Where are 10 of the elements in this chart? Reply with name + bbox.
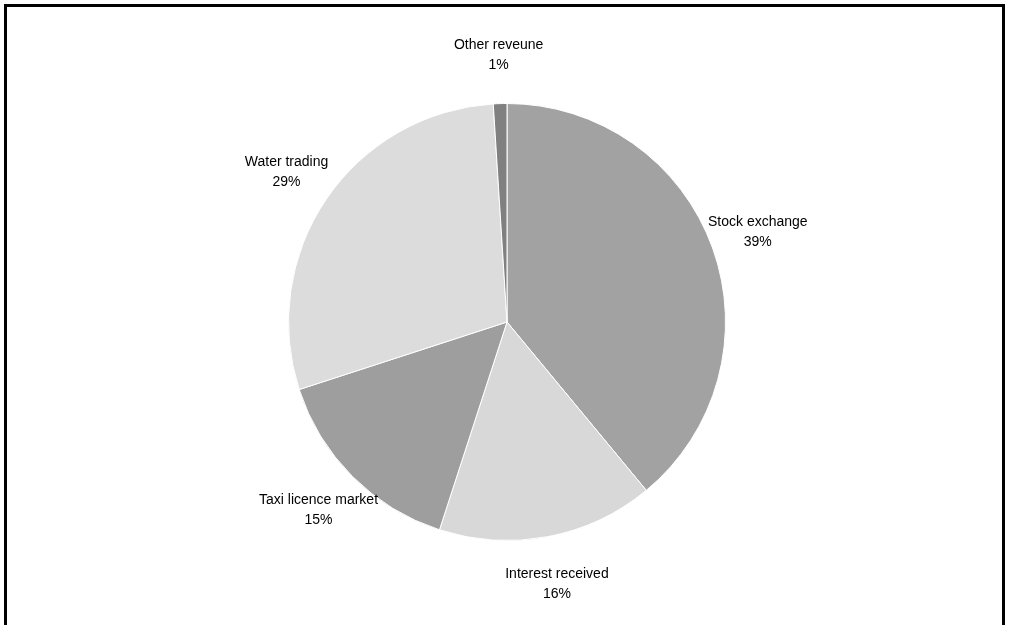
slice-label: Stock exchange: [708, 212, 808, 229]
data-label: 39%: [743, 232, 772, 249]
slice-label: Water trading: [244, 153, 329, 170]
data-label: 16%: [542, 584, 571, 601]
data-label: 29%: [272, 173, 301, 190]
data-label: 15%: [304, 511, 333, 528]
slice-label: Other reveune: [453, 36, 544, 53]
slice-label: Interest received: [505, 564, 609, 581]
data-label: 1%: [488, 56, 509, 73]
slice-label: Taxi licence market: [258, 491, 379, 508]
